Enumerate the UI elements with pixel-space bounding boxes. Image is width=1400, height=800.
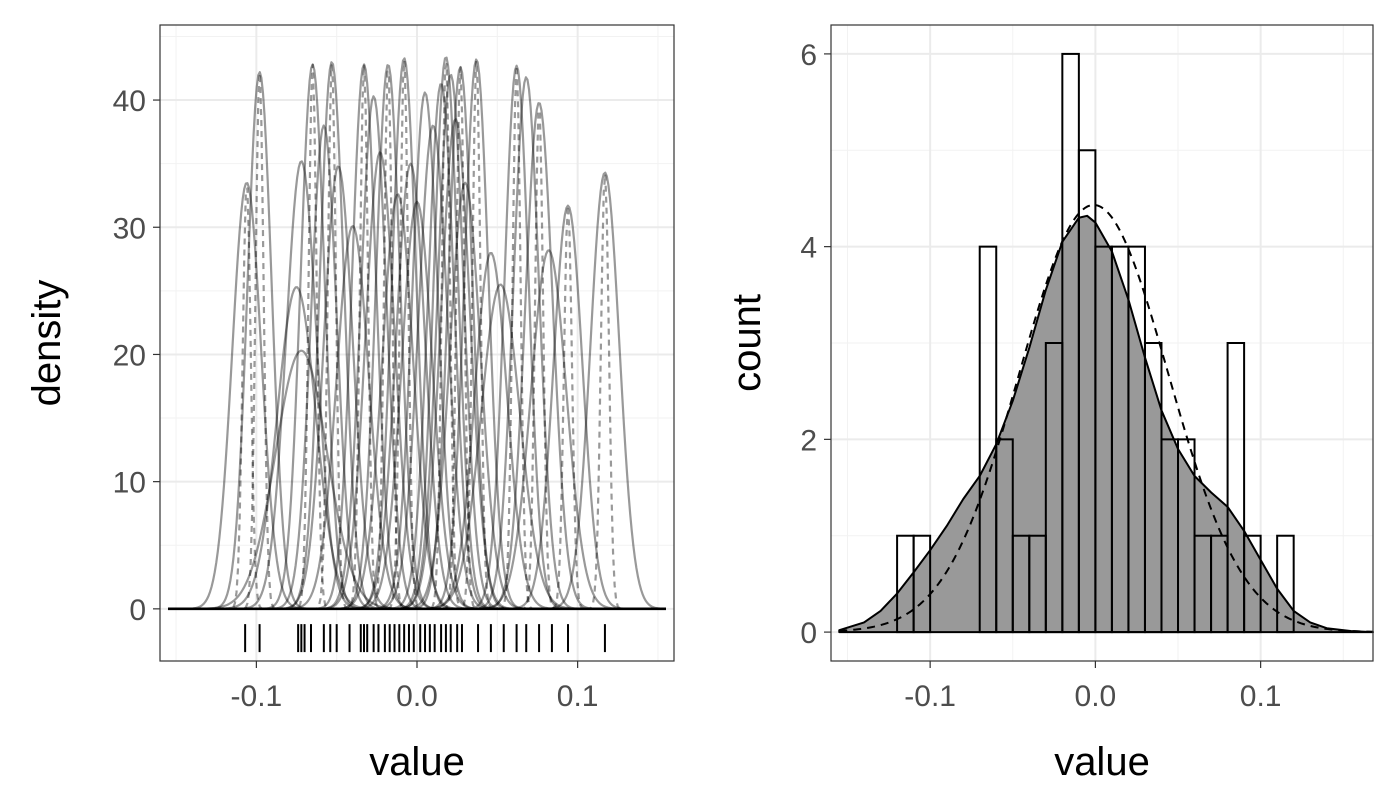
histogram-x-tick-label: 0.1 <box>1240 680 1282 713</box>
histogram-y-tick-label: 0 <box>800 617 817 650</box>
density-plot: -0.1 0.0 0.1 0 10 20 30 40 value density <box>25 24 675 784</box>
density-y-tick-label: 20 <box>113 339 146 372</box>
density-dashed-curve <box>168 187 666 610</box>
density-x-tick-label: 0.0 <box>396 680 438 713</box>
density-y-tick-label: 30 <box>113 212 146 245</box>
histogram-y-tick-label: 4 <box>800 232 817 265</box>
density-curves <box>168 56 666 611</box>
histogram-bars <box>896 52 1295 634</box>
histogram-axis-ticks: -0.1 0.0 0.1 0 2 4 6 <box>800 39 1281 713</box>
density-x-axis-title: value <box>369 740 465 784</box>
density-y-tick-label: 0 <box>129 594 146 627</box>
histogram-x-axis-title: value <box>1054 740 1150 784</box>
histogram-normal-fit <box>839 203 1374 633</box>
histogram-y-axis-title: count <box>725 294 769 392</box>
density-y-axis-title: density <box>25 280 69 407</box>
histogram-y-tick-label: 6 <box>800 39 817 72</box>
density-rug <box>244 624 606 653</box>
density-y-tick-label: 10 <box>113 467 146 500</box>
histogram-bar <box>1226 342 1246 634</box>
histogram-bar <box>1276 534 1295 634</box>
density-gridlines <box>160 25 674 661</box>
density-x-tick-label: -0.1 <box>231 680 283 713</box>
histogram-x-tick-label: 0.0 <box>1075 680 1117 713</box>
density-y-tick-label: 40 <box>113 85 146 118</box>
density-axis-ticks: -0.1 0.0 0.1 0 10 20 30 40 <box>113 85 599 713</box>
histogram-panel-border <box>830 24 1374 662</box>
normal-fit-curve <box>839 203 1374 633</box>
histogram-plot: -0.1 0.0 0.1 0 2 4 6 value count <box>725 24 1374 784</box>
histogram-x-tick-label: -0.1 <box>904 680 956 713</box>
histogram-y-tick-label: 2 <box>800 424 817 457</box>
histogram-bar <box>912 534 932 634</box>
histogram-bar <box>1243 534 1262 634</box>
density-x-tick-label: 0.1 <box>557 680 599 713</box>
